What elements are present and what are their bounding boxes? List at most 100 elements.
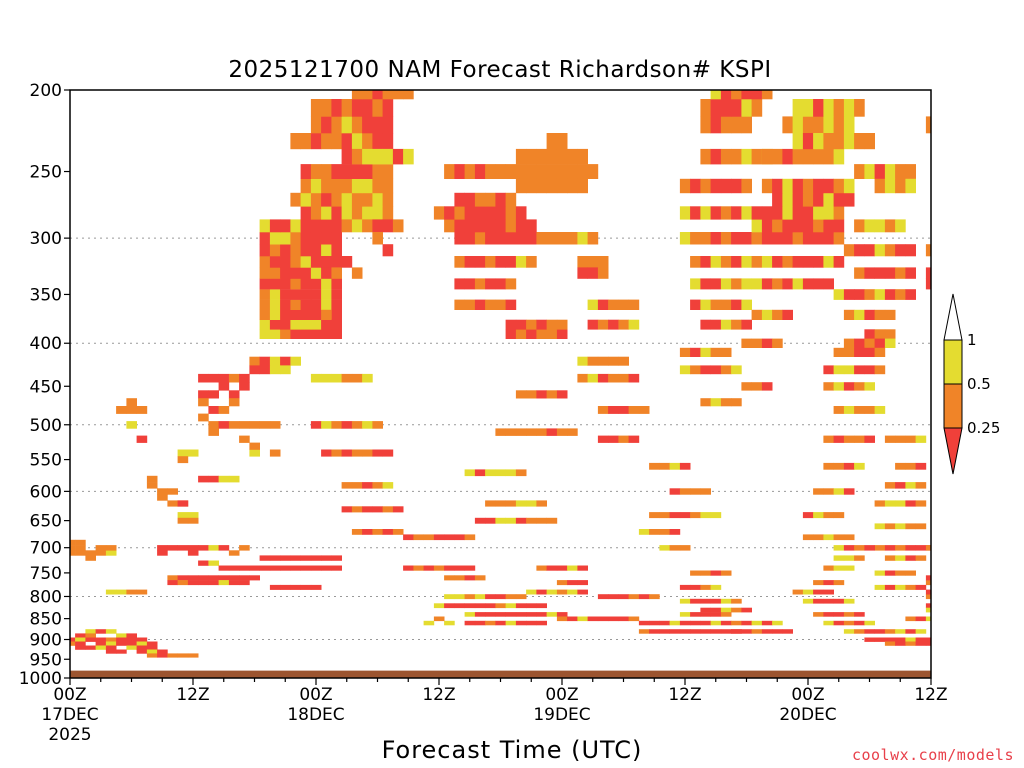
ri-cell (536, 517, 547, 524)
ri-cell (710, 598, 722, 604)
ri-cell (485, 603, 496, 609)
ri-cell (638, 406, 650, 414)
ri-cell (464, 534, 476, 541)
ri-cell (239, 565, 250, 571)
ri-cell (731, 90, 742, 100)
ri-cell (290, 219, 301, 233)
ri-cell (146, 482, 158, 489)
ri-cell (710, 620, 722, 626)
ri-cell (187, 580, 199, 586)
ri-cell (843, 555, 855, 561)
ri-cell (690, 598, 701, 604)
ri-cell (669, 462, 681, 470)
ri-cell (331, 219, 342, 233)
ri-cell (700, 584, 711, 590)
ri-cell (228, 565, 240, 571)
ri-cell (823, 580, 834, 586)
ri-cell (802, 178, 814, 194)
ri-cell (495, 206, 506, 220)
ri-cell (218, 421, 230, 429)
ri-cell (792, 589, 804, 595)
ri-cell (915, 482, 927, 489)
ri-cell (864, 219, 875, 233)
ri-cell (802, 534, 814, 541)
ri-cell (249, 575, 260, 581)
ri-cell (444, 206, 455, 220)
ri-cell (792, 148, 804, 165)
ri-cell (649, 594, 660, 600)
ri-cell (792, 256, 804, 268)
ri-cell (392, 148, 404, 165)
ri-cell (464, 620, 476, 626)
ri-cell (351, 373, 363, 383)
ri-cell (167, 575, 178, 581)
ri-cell (823, 612, 834, 617)
ri-cell (474, 469, 486, 477)
ri-cell (515, 319, 527, 330)
ri-cell (833, 133, 845, 150)
ri-cell (515, 517, 527, 524)
ri-cell (679, 545, 691, 551)
ri-cell (895, 637, 906, 642)
ri-cell (587, 356, 599, 366)
ri-cell (495, 278, 506, 290)
ri-cell (813, 219, 824, 233)
ri-cell (526, 428, 537, 436)
ri-cell (300, 256, 312, 268)
ri-cell (741, 299, 752, 310)
ri-cell (618, 435, 629, 443)
ri-cell (515, 256, 527, 268)
ri-cell (731, 232, 742, 245)
ri-cell (854, 219, 865, 233)
ri-cell (874, 523, 886, 530)
ri-cell (259, 421, 271, 429)
ri-cell (331, 256, 342, 268)
ri-cell (310, 565, 322, 571)
ri-cell (905, 555, 916, 561)
ri-cell (608, 435, 619, 443)
ri-cell (167, 653, 178, 658)
ri-cell (710, 347, 722, 357)
ri-cell (618, 616, 629, 622)
ri-cell (249, 421, 260, 429)
ri-cell (823, 148, 834, 165)
ri-cell (802, 116, 814, 134)
ri-cell (843, 338, 855, 348)
ri-cell (556, 133, 568, 150)
ri-cell (597, 406, 609, 414)
ri-cell (505, 192, 517, 207)
ri-cell (259, 299, 271, 310)
ri-cell (259, 219, 271, 233)
ri-cell (813, 192, 824, 207)
ri-cell (105, 629, 117, 634)
ri-cell (126, 633, 137, 638)
ri-cell (700, 347, 711, 357)
ri-cell (823, 256, 834, 268)
ri-cell (280, 289, 291, 300)
ri-cell (208, 545, 219, 551)
ri-cell (362, 219, 373, 233)
ri-cell (505, 612, 517, 617)
ri-cell (290, 309, 301, 320)
ri-cell (177, 653, 189, 658)
ri-cell (95, 641, 107, 646)
ri-cell (864, 365, 875, 375)
ri-cell (577, 356, 588, 366)
ri-cell (587, 319, 599, 330)
ri-cell (280, 555, 291, 561)
ri-cell (495, 594, 506, 600)
ri-cell (300, 178, 312, 194)
ri-cell (126, 641, 137, 646)
ri-cell (382, 178, 394, 194)
ri-cell (177, 449, 189, 457)
ri-cell (751, 256, 763, 268)
ri-cell (331, 329, 342, 339)
ri-cell (597, 256, 609, 268)
ri-cell (300, 329, 312, 339)
ri-cell (720, 365, 732, 375)
ri-cell (362, 90, 373, 100)
legend-label: 0.5 (967, 375, 991, 393)
ri-cell (608, 299, 619, 310)
ri-cell (833, 192, 845, 207)
ri-cell (444, 534, 455, 541)
